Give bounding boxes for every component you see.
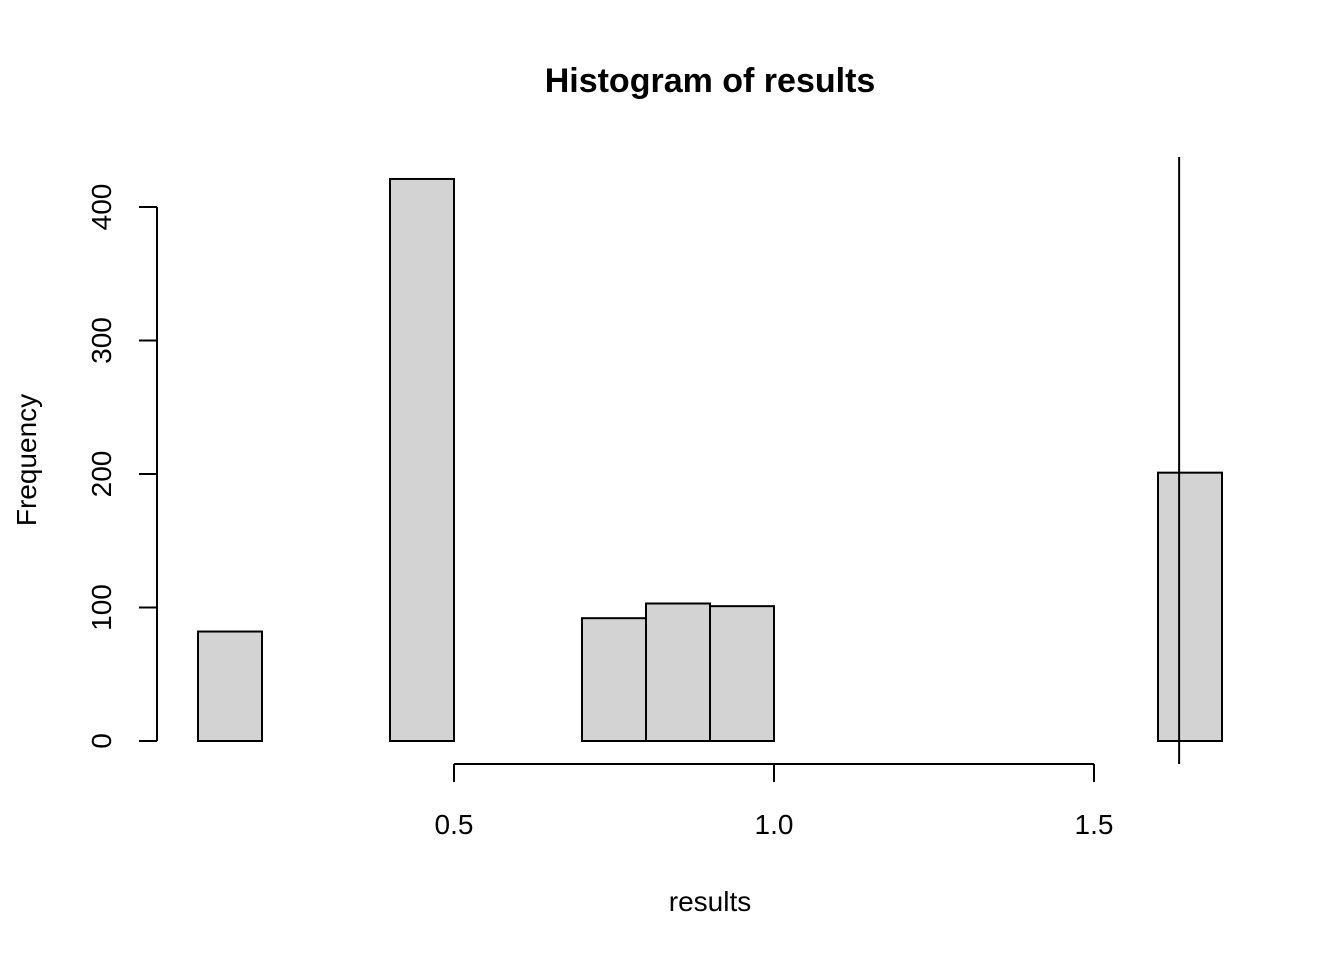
histogram-bar <box>1157 471 1223 742</box>
chart-title: Histogram of results <box>545 62 876 100</box>
x-tick-label: 1.0 <box>755 809 794 840</box>
y-tick-label: 400 <box>86 184 117 231</box>
y-axis-label: Frequency <box>11 394 42 526</box>
x-tick-label: 1.5 <box>1075 809 1114 840</box>
y-tick-label: 0 <box>86 733 117 749</box>
x-axis-label: results <box>669 886 751 917</box>
y-tick-label: 100 <box>86 584 117 631</box>
bars <box>197 177 1223 743</box>
y-tick-label: 200 <box>86 451 117 498</box>
histogram-bar <box>709 605 775 742</box>
x-tick-label: 0.5 <box>435 809 474 840</box>
histogram-bar <box>389 177 455 742</box>
x-axis: 0.5 1.0 1.5 <box>435 763 1114 840</box>
y-axis: 0 100 200 300 400 <box>86 184 158 749</box>
y-tick-label: 300 <box>86 317 117 364</box>
histogram-bar <box>197 630 263 743</box>
histogram-bar <box>581 617 647 742</box>
histogram-bar <box>645 602 711 742</box>
